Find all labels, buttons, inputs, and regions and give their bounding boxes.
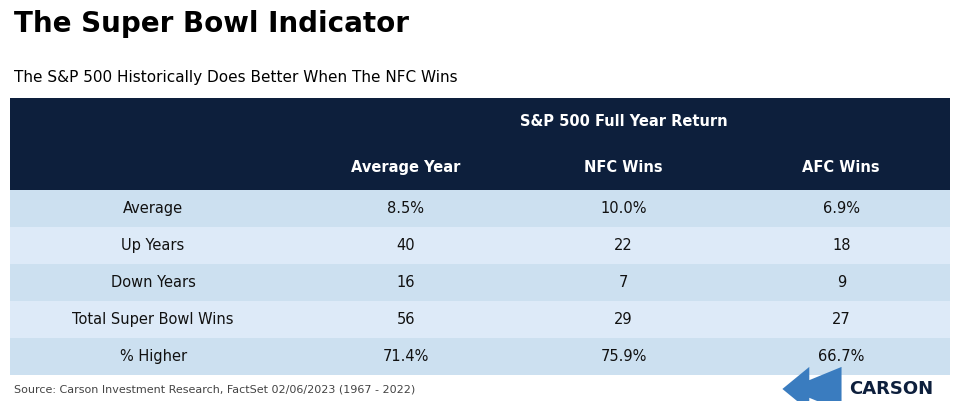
Text: 9: 9 <box>837 275 846 290</box>
Text: 71.4%: 71.4% <box>382 349 429 364</box>
Text: 29: 29 <box>614 312 633 327</box>
Bar <box>10 98 950 144</box>
Text: 10.0%: 10.0% <box>600 201 647 217</box>
Text: 16: 16 <box>396 275 415 290</box>
Text: The Super Bowl Indicator: The Super Bowl Indicator <box>14 10 409 38</box>
Text: Average Year: Average Year <box>351 160 461 175</box>
Text: NFC Wins: NFC Wins <box>584 160 662 175</box>
Text: 7: 7 <box>619 275 628 290</box>
Text: 8.5%: 8.5% <box>387 201 424 217</box>
Text: 27: 27 <box>832 312 851 327</box>
Text: Source: Carson Investment Research, FactSet 02/06/2023 (1967 - 2022): Source: Carson Investment Research, Fact… <box>14 385 416 395</box>
Bar <box>10 227 950 264</box>
Text: 40: 40 <box>396 238 415 253</box>
Text: The S&P 500 Historically Does Better When The NFC Wins: The S&P 500 Historically Does Better Whe… <box>14 70 458 85</box>
Text: CARSON: CARSON <box>850 380 933 398</box>
Text: 56: 56 <box>396 312 415 327</box>
Polygon shape <box>782 367 842 401</box>
Text: 75.9%: 75.9% <box>600 349 647 364</box>
Bar <box>10 301 950 338</box>
Text: Up Years: Up Years <box>122 238 184 253</box>
Text: 18: 18 <box>832 238 851 253</box>
Text: AFC Wins: AFC Wins <box>803 160 880 175</box>
Text: Down Years: Down Years <box>110 275 196 290</box>
Text: 66.7%: 66.7% <box>818 349 864 364</box>
Bar <box>10 190 950 227</box>
Text: Average: Average <box>123 201 183 217</box>
Text: 22: 22 <box>614 238 633 253</box>
Bar <box>10 144 950 190</box>
Text: S&P 500 Full Year Return: S&P 500 Full Year Return <box>519 114 728 129</box>
Bar <box>10 338 950 375</box>
Text: Total Super Bowl Wins: Total Super Bowl Wins <box>72 312 234 327</box>
Text: % Higher: % Higher <box>119 349 186 364</box>
Text: 6.9%: 6.9% <box>823 201 860 217</box>
Bar <box>10 264 950 301</box>
